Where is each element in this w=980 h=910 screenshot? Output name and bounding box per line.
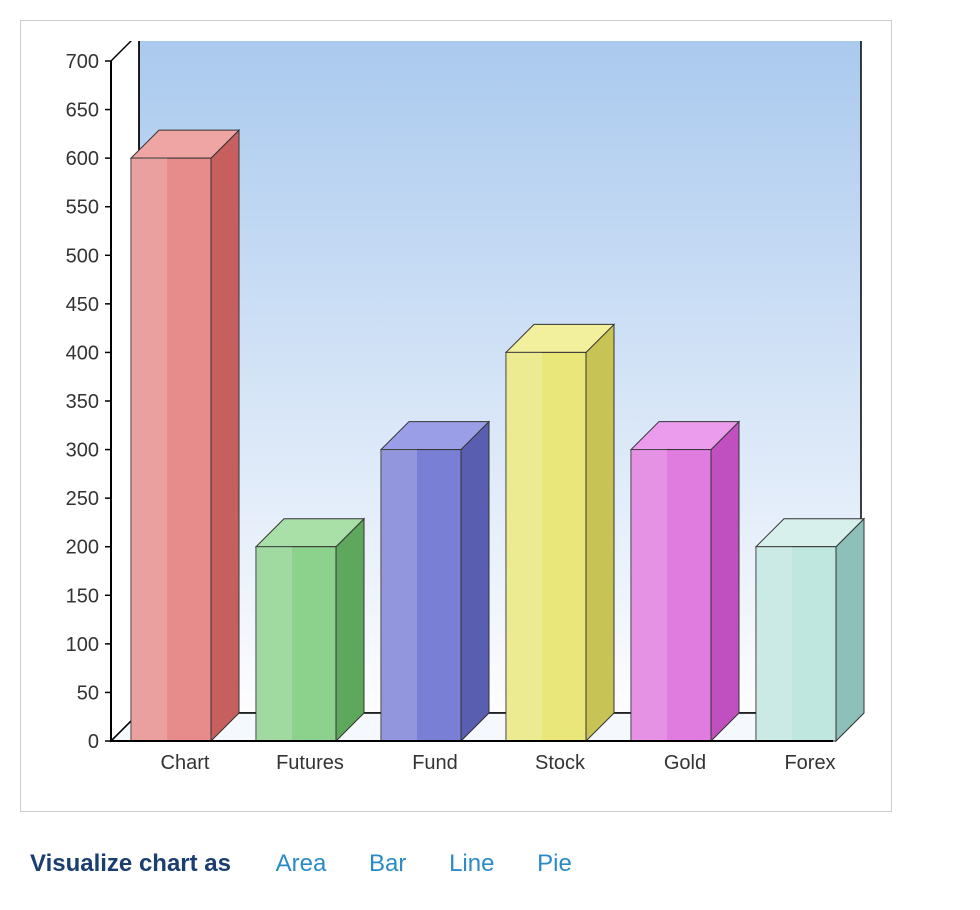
svg-text:0: 0 (88, 731, 99, 753)
svg-text:Forex: Forex (784, 752, 835, 774)
svg-text:Gold: Gold (664, 752, 706, 774)
svg-text:650: 650 (66, 100, 99, 122)
svg-text:200: 200 (66, 537, 99, 559)
svg-text:Stock: Stock (535, 752, 586, 774)
visualize-option-area[interactable]: Area (276, 850, 327, 877)
svg-text:Fund: Fund (412, 752, 458, 774)
visualize-controls: Visualize chart as Area Bar Line Pie (30, 850, 590, 878)
svg-text:350: 350 (66, 391, 99, 413)
svg-text:550: 550 (66, 197, 99, 219)
visualize-option-bar[interactable]: Bar (369, 850, 406, 877)
svg-text:500: 500 (66, 245, 99, 267)
svg-text:150: 150 (66, 585, 99, 607)
svg-text:600: 600 (66, 148, 99, 170)
bar-chart-3d: 0 50 100 150 200 250 300 350 400 450 500 550 600 650 7… (41, 41, 871, 791)
svg-text:400: 400 (66, 342, 99, 364)
visualize-option-pie[interactable]: Pie (537, 850, 572, 877)
svg-text:50: 50 (77, 682, 99, 704)
svg-text:Chart: Chart (161, 752, 210, 774)
svg-text:Futures: Futures (276, 752, 344, 774)
chart-panel: 0 50 100 150 200 250 300 350 400 450 500 550 600 650 7… (20, 20, 892, 812)
svg-text:300: 300 (66, 440, 99, 462)
visualize-label: Visualize chart as (30, 850, 231, 877)
visualize-option-line[interactable]: Line (449, 850, 494, 877)
svg-text:450: 450 (66, 294, 99, 316)
svg-text:100: 100 (66, 634, 99, 656)
svg-text:700: 700 (66, 51, 99, 73)
svg-text:250: 250 (66, 488, 99, 510)
